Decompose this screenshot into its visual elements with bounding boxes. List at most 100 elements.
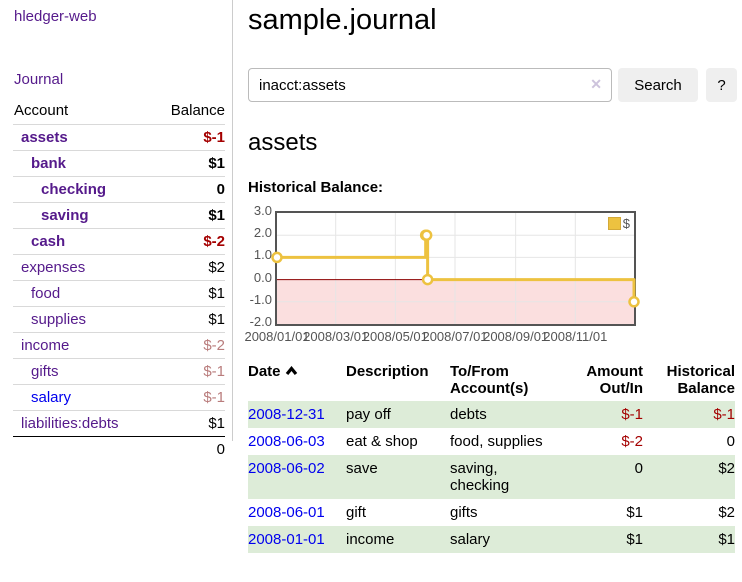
y-tick-label: -2.0 xyxy=(249,314,272,329)
sort-ascending-icon xyxy=(285,365,297,376)
account-row: income $-2 xyxy=(13,332,225,359)
account-row: supplies $1 xyxy=(13,306,225,333)
account-heading: assets xyxy=(248,129,318,156)
sidebar: hledger-web Journal Account Balance asse… xyxy=(0,0,233,462)
x-tick-label: 2008/09/01 xyxy=(483,329,549,344)
transaction-balance: 0 xyxy=(726,433,735,450)
account-balance: $-2 xyxy=(152,228,225,255)
transaction-description: eat & shop xyxy=(346,433,418,450)
account-link-expenses[interactable]: expenses xyxy=(21,259,86,276)
balance-column-header: Balance xyxy=(170,102,225,119)
x-tick-label: 2008/07/01 xyxy=(422,329,488,344)
transaction-accounts: gifts xyxy=(450,504,478,521)
account-link-income[interactable]: income xyxy=(21,337,70,354)
x-tick-label: 2008/01/01 xyxy=(244,329,310,344)
account-balance: $1 xyxy=(152,202,225,229)
account-balance: $-1 xyxy=(152,384,225,411)
accounts-header: To/From Account(s) xyxy=(450,363,529,397)
account-row: bank $1 xyxy=(13,150,225,177)
account-link-supplies[interactable]: supplies xyxy=(31,311,87,328)
transaction-date-link[interactable]: 2008-06-03 xyxy=(248,433,325,450)
x-tick-label: 2008/11/01 xyxy=(543,329,608,344)
account-balance: $1 xyxy=(152,150,225,177)
transaction-row: 2008-06-02 save saving, checking 0 $2 xyxy=(248,455,735,499)
account-row: liabilities:debts $1 xyxy=(13,410,225,437)
account-link-bank[interactable]: bank xyxy=(31,155,67,172)
page-title: sample.journal xyxy=(248,4,437,36)
account-link-salary[interactable]: salary xyxy=(31,389,72,406)
y-tick-label: 0.0 xyxy=(253,269,272,285)
help-button[interactable]: ? xyxy=(706,68,737,102)
transaction-row: 2008-12-31 pay off debts $-1 $-1 xyxy=(248,401,735,428)
chart-title: Historical Balance: xyxy=(248,179,384,196)
account-row: saving $1 xyxy=(13,202,225,229)
search-input[interactable] xyxy=(248,68,612,102)
amount-header: Amount Out/In xyxy=(586,363,643,397)
y-tick-label: 1.0 xyxy=(253,247,272,263)
account-row: cash $-2 xyxy=(13,228,225,255)
transaction-date-link[interactable]: 2008-06-02 xyxy=(248,460,325,477)
transaction-accounts: saving, checking xyxy=(450,460,510,494)
account-row: assets $-1 xyxy=(13,124,225,151)
account-balance: $1 xyxy=(152,280,225,307)
date-sort-header[interactable]: Date xyxy=(248,361,346,401)
account-row: gifts $-1 xyxy=(13,358,225,385)
account-table-header: Account Balance xyxy=(13,98,225,125)
account-link-saving[interactable]: saving xyxy=(41,207,89,224)
transaction-date-link[interactable]: 2008-01-01 xyxy=(248,531,325,548)
transaction-row: 2008-01-01 income salary $1 $1 xyxy=(248,526,735,553)
transaction-accounts: salary xyxy=(450,531,491,548)
chart-plot-area: $ xyxy=(271,211,640,326)
account-link-liabilities-debts[interactable]: liabilities:debts xyxy=(21,415,119,432)
sidebar-item-journal[interactable]: Journal xyxy=(14,71,64,88)
transaction-amount: $-2 xyxy=(621,433,643,450)
account-link-cash[interactable]: cash xyxy=(31,233,66,250)
chart-legend: $ xyxy=(607,216,630,231)
app-brand-link[interactable]: hledger-web xyxy=(14,8,97,25)
accounts-total-row: 0 xyxy=(13,436,225,462)
transactions-table: Date Description To/From Account(s) Amou… xyxy=(248,361,735,553)
balance-header: Historical Balance xyxy=(666,363,735,397)
search-button[interactable]: Search xyxy=(618,68,698,102)
transaction-description: save xyxy=(346,460,378,477)
account-column-header: Account xyxy=(14,102,69,119)
legend-swatch-icon xyxy=(607,217,621,230)
transaction-accounts: food, supplies xyxy=(450,433,543,450)
clear-search-icon[interactable]: ✕ xyxy=(590,76,602,92)
transaction-row: 2008-06-03 eat & shop food, supplies $-2… xyxy=(248,428,735,455)
transaction-balance: $1 xyxy=(718,531,735,548)
account-balance-table: Account Balance assets $-1 bank $1 check… xyxy=(13,98,225,462)
account-balance: $2 xyxy=(152,254,225,281)
account-balance: $-1 xyxy=(152,358,225,385)
y-tick-label: -1.0 xyxy=(249,291,272,307)
account-row: checking 0 xyxy=(13,176,225,203)
transaction-description: pay off xyxy=(346,406,391,423)
account-link-checking[interactable]: checking xyxy=(41,181,107,198)
transaction-date-link[interactable]: 2008-06-01 xyxy=(248,504,325,521)
transactions-header-row: Date Description To/From Account(s) Amou… xyxy=(248,361,735,401)
account-link-gifts[interactable]: gifts xyxy=(31,363,59,380)
y-tick-label: 3.0 xyxy=(253,203,272,218)
transaction-amount: $1 xyxy=(626,531,643,548)
description-header: Description xyxy=(346,363,429,380)
historical-balance-chart: 3.0 2.0 1.0 0.0 -1.0 -2.0 $ 2008/01/01 2008/03… xyxy=(244,203,648,344)
chart-y-axis-labels: 3.0 2.0 1.0 0.0 -1.0 -2.0 xyxy=(248,203,272,334)
account-balance: $1 xyxy=(152,410,225,437)
account-balance: $-1 xyxy=(152,124,225,151)
legend-label: $ xyxy=(622,216,630,231)
transaction-balance: $2 xyxy=(718,460,735,477)
account-link-assets[interactable]: assets xyxy=(21,129,68,146)
balance-chart-svg xyxy=(271,213,640,324)
transaction-date-link[interactable]: 2008-12-31 xyxy=(248,406,325,423)
account-row: food $1 xyxy=(13,280,225,307)
y-tick-label: 2.0 xyxy=(253,225,272,241)
account-link-food[interactable]: food xyxy=(31,285,61,302)
account-row: salary $-1 xyxy=(13,384,225,411)
transaction-description: gift xyxy=(346,504,367,521)
x-tick-label: 2008/05/01 xyxy=(362,329,428,344)
account-row: expenses $2 xyxy=(13,254,225,281)
transaction-amount: $-1 xyxy=(621,406,643,423)
transaction-balance: $2 xyxy=(718,504,735,521)
accounts-total-value: 0 xyxy=(152,436,225,462)
search-form: ✕ Search ? xyxy=(248,68,742,102)
